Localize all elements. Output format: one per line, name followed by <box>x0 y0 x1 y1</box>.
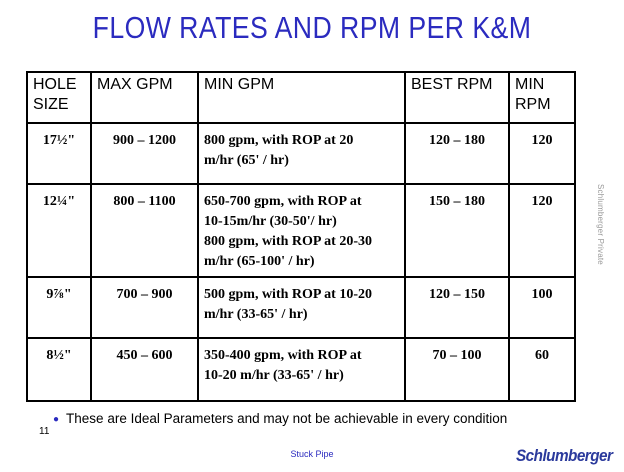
header-min-rpm: MIN RPM <box>508 71 576 124</box>
cell-min-rpm: 120 <box>508 122 576 185</box>
cell-min-gpm: 800 gpm, with ROP at 20 m/hr (65' / hr) <box>197 122 406 185</box>
cell-hole-size: 17½" <box>26 122 92 185</box>
confidentiality-label: Schlumberger Private <box>596 184 605 265</box>
bullet-note: ● These are Ideal Parameters and may not … <box>53 411 507 426</box>
cell-min-rpm: 120 <box>508 183 576 278</box>
header-min-gpm: MIN GPM <box>197 71 406 124</box>
cell-max-gpm: 800 – 1100 <box>90 183 199 278</box>
cell-hole-size: 12¼" <box>26 183 92 278</box>
table-row: 9⅞" 700 – 900 500 gpm, with ROP at 10-20… <box>26 276 576 339</box>
table-row: 12¼" 800 – 1100 650-700 gpm, with ROP at… <box>26 183 576 278</box>
header-max-gpm: MAX GPM <box>90 71 199 124</box>
cell-min-gpm: 650-700 gpm, with ROP at 10-15m/hr (30-50… <box>197 183 406 278</box>
cell-max-gpm: 900 – 1200 <box>90 122 199 185</box>
cell-hole-size: 9⅞" <box>26 276 92 339</box>
cell-min-rpm: 100 <box>508 276 576 339</box>
table-row: 17½" 900 – 1200 800 gpm, with ROP at 20 m… <box>26 122 576 185</box>
schlumberger-logo: Schlumberger <box>516 446 613 465</box>
cell-max-gpm: 700 – 900 <box>90 276 199 339</box>
header-hole-size: HOLE SIZE <box>26 71 92 124</box>
cell-min-gpm: 350-400 gpm, with ROP at 10-20 m/hr (33-6… <box>197 337 406 402</box>
bullet-icon: ● <box>53 414 60 425</box>
flow-rate-table: HOLE SIZE MAX GPM MIN GPM BEST RPM MIN RPM… <box>26 71 576 402</box>
cell-best-rpm: 150 – 180 <box>404 183 510 278</box>
cell-min-gpm: 500 gpm, with ROP at 10-20 m/hr (33-65' /… <box>197 276 406 339</box>
cell-best-rpm: 120 – 150 <box>404 276 510 339</box>
bullet-text: These are Ideal Parameters and may not b… <box>66 411 508 426</box>
table-header-row: HOLE SIZE MAX GPM MIN GPM BEST RPM MIN RPM <box>26 71 576 124</box>
cell-min-rpm: 60 <box>508 337 576 402</box>
cell-best-rpm: 120 – 180 <box>404 122 510 185</box>
slide-title: FLOW RATES AND RPM PER K&M <box>92 10 532 45</box>
footer-text: Stuck Pipe <box>290 449 334 459</box>
cell-max-gpm: 450 – 600 <box>90 337 199 402</box>
cell-hole-size: 8½" <box>26 337 92 402</box>
page-number: 11 <box>39 426 50 437</box>
table-row: 8½" 450 – 600 350-400 gpm, with ROP at 10… <box>26 337 576 402</box>
cell-best-rpm: 70 – 100 <box>404 337 510 402</box>
header-best-rpm: BEST RPM <box>404 71 510 124</box>
